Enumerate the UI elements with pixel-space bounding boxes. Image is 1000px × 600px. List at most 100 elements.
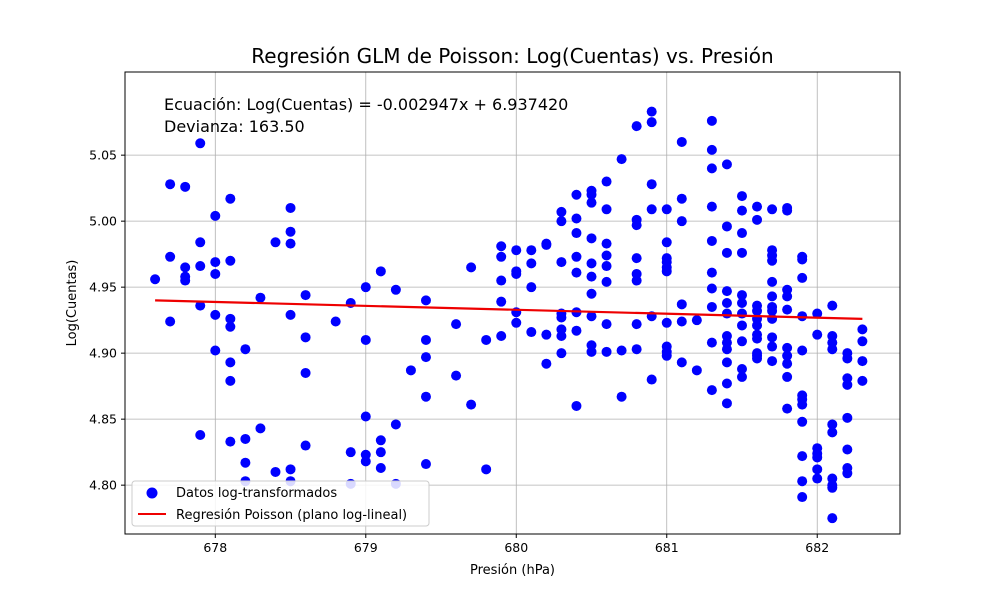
data-point <box>541 329 552 340</box>
data-point <box>360 334 371 345</box>
data-point <box>451 319 462 330</box>
data-point <box>827 419 838 430</box>
ticks: 678 679 680 681 682 4.80 4.85 4.90 4.95 5.00 5.05 <box>89 148 829 555</box>
data-point <box>767 341 778 352</box>
data-point <box>782 403 793 414</box>
data-point <box>857 375 868 386</box>
data-point <box>736 205 747 216</box>
data-point <box>661 266 672 277</box>
data-point <box>526 327 537 338</box>
data-point <box>225 193 236 204</box>
data-point <box>706 115 717 126</box>
data-point <box>601 238 612 249</box>
data-point <box>195 300 206 311</box>
y-tick-label: 4.80 <box>89 478 117 493</box>
data-point <box>601 346 612 357</box>
data-point <box>285 464 296 475</box>
y-tick-label: 4.90 <box>89 346 117 361</box>
data-point <box>827 482 838 493</box>
data-point <box>661 237 672 248</box>
x-tick-label: 679 <box>354 540 378 555</box>
data-point <box>631 275 642 286</box>
data-point <box>691 315 702 326</box>
data-point <box>285 202 296 213</box>
data-point <box>451 370 462 381</box>
data-point <box>782 358 793 369</box>
data-point <box>571 400 582 411</box>
data-point <box>240 344 251 355</box>
data-point <box>195 430 206 440</box>
data-point <box>571 251 582 262</box>
data-point <box>676 316 687 327</box>
data-point <box>706 337 717 348</box>
data-point <box>225 357 236 368</box>
data-point <box>721 286 732 297</box>
data-point <box>842 379 853 390</box>
data-point <box>706 267 717 278</box>
y-axis-label: Log(Cuentas) <box>65 260 80 347</box>
data-point <box>736 290 747 301</box>
data-point <box>721 308 732 319</box>
data-point <box>375 266 386 277</box>
data-point <box>797 451 808 462</box>
x-tick-label: 680 <box>504 540 528 555</box>
x-tick-label: 682 <box>805 540 829 555</box>
data-point <box>601 319 612 330</box>
data-point <box>405 365 416 376</box>
x-axis-label: Presión (hPa) <box>470 563 555 578</box>
data-point <box>556 206 567 217</box>
data-point <box>165 251 176 262</box>
data-point <box>857 356 868 367</box>
data-point <box>420 459 431 470</box>
data-point <box>601 276 612 287</box>
data-point <box>767 204 778 215</box>
data-point <box>195 237 206 248</box>
fit-line <box>155 299 863 320</box>
data-point <box>496 241 507 252</box>
data-point <box>631 319 642 330</box>
deviance-annotation: Devianza: 163.50 <box>164 117 305 136</box>
data-point <box>721 247 732 258</box>
data-point <box>797 272 808 283</box>
data-point <box>210 257 221 268</box>
chart-title: Regresión GLM de Poisson: Log(Cuentas) v… <box>251 44 773 68</box>
data-point <box>706 301 717 312</box>
data-point <box>827 427 838 438</box>
data-point <box>556 348 567 359</box>
data-point <box>797 492 808 503</box>
data-point <box>466 262 477 273</box>
data-point <box>420 295 431 306</box>
data-point <box>210 210 221 221</box>
data-point <box>736 228 747 239</box>
data-point <box>721 378 732 389</box>
data-point <box>225 436 236 447</box>
fit-line-group <box>155 299 863 320</box>
data-point <box>721 357 732 368</box>
data-point <box>736 336 747 347</box>
plot-frame <box>124 71 901 535</box>
data-point <box>676 357 687 368</box>
y-tick-label: 4.95 <box>89 280 117 295</box>
data-point <box>571 189 582 200</box>
data-point <box>375 435 386 446</box>
data-point <box>767 255 778 266</box>
data-point <box>661 317 672 328</box>
data-point <box>752 214 763 225</box>
data-point <box>752 350 763 361</box>
data-point <box>797 345 808 356</box>
legend-label-fit: Regresión Poisson (plano log-lineal) <box>176 508 407 523</box>
data-point <box>511 268 522 279</box>
data-point <box>556 312 567 323</box>
data-point <box>511 245 522 256</box>
data-point <box>481 464 492 475</box>
data-point <box>767 305 778 316</box>
data-point <box>752 320 763 331</box>
data-point <box>797 254 808 265</box>
data-point <box>797 399 808 410</box>
data-point <box>300 367 311 378</box>
data-point <box>782 291 793 302</box>
data-point <box>736 308 747 319</box>
data-point <box>285 238 296 249</box>
data-points <box>150 106 868 524</box>
data-point <box>195 138 206 149</box>
